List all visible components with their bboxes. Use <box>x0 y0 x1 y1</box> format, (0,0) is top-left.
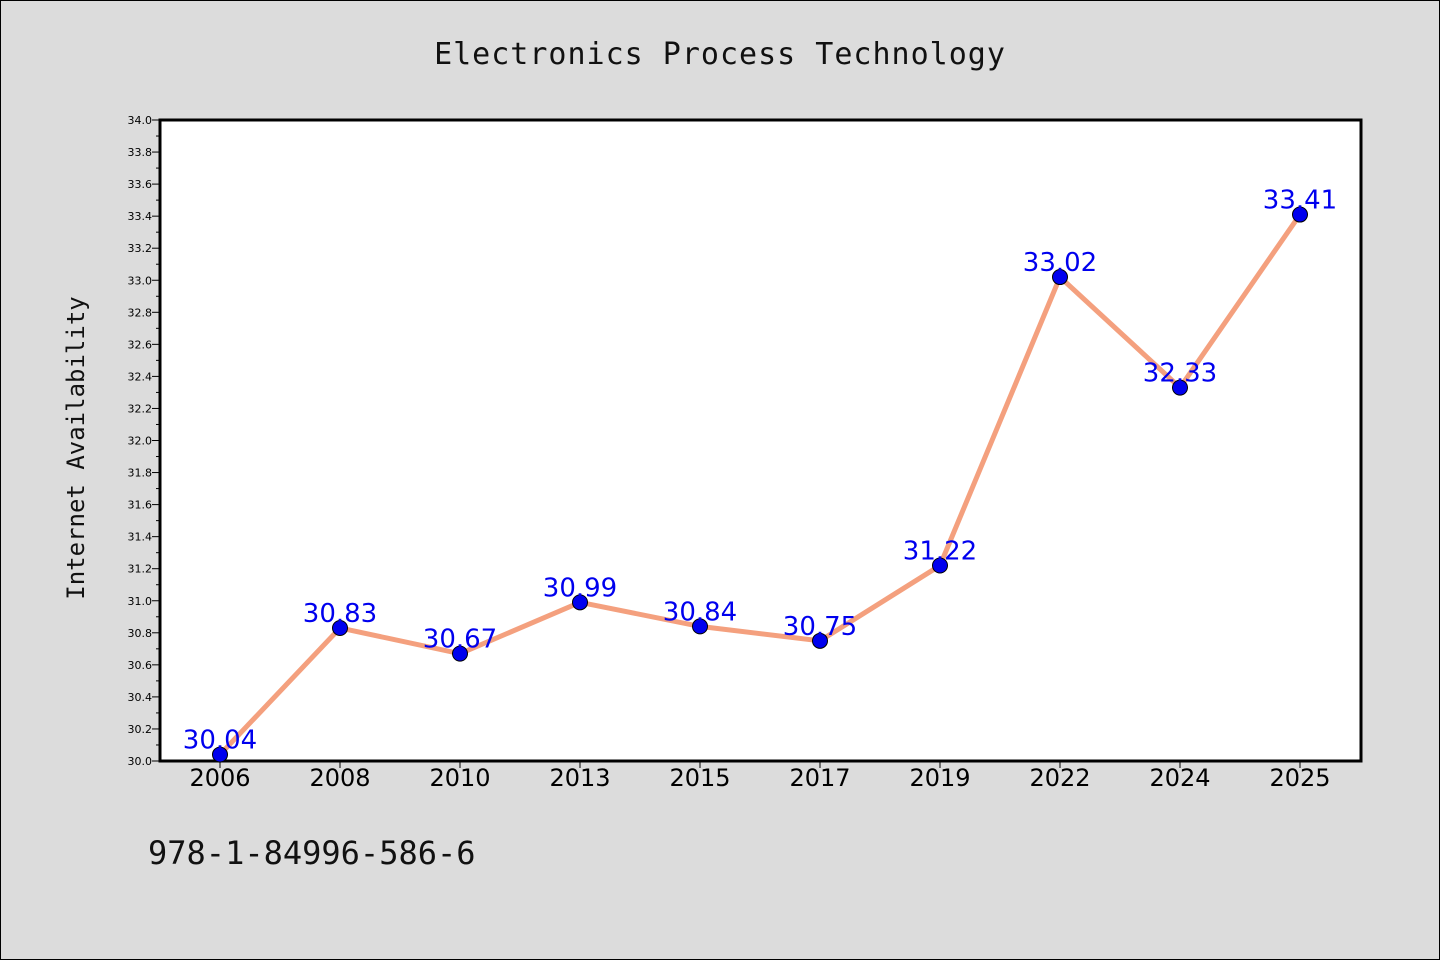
y-tick-label: 33.2 <box>128 242 153 255</box>
x-tick-label: 2015 <box>669 764 730 792</box>
y-axis-ticks: 30.0 30.2 30.4 30.6 30.8 31.0 31.2 31.4 31.6 31.8… <box>128 114 160 768</box>
data-label: 30.84 <box>663 597 737 627</box>
plot-area <box>158 118 1363 763</box>
series-layer: 30.04 30.83 30.67 30.99 30.84 30.75 31.22 33.02… <box>183 186 1337 763</box>
x-tick-label: 2025 <box>1269 764 1330 792</box>
data-label: 30.75 <box>783 612 857 642</box>
chart-title: Electronics Process Technology <box>434 37 1006 72</box>
y-tick-label: 32.0 <box>128 435 153 448</box>
y-tick-label: 31.6 <box>128 499 153 512</box>
x-tick-label: 2017 <box>789 764 850 792</box>
y-tick-label: 30.8 <box>128 627 153 640</box>
x-tick-label: 2006 <box>189 764 250 792</box>
data-point-marker <box>452 645 468 662</box>
data-point-marker <box>1052 269 1068 286</box>
data-label: 30.83 <box>303 599 377 629</box>
x-tick-label: 2008 <box>309 764 370 792</box>
y-tick-label: 30.0 <box>128 755 153 768</box>
data-point-marker <box>572 594 588 611</box>
y-tick-label: 31.2 <box>128 563 153 576</box>
y-tick-label: 33.0 <box>128 274 153 287</box>
data-label: 30.99 <box>543 573 617 603</box>
data-point-marker <box>212 746 228 763</box>
y-tick-label: 32.4 <box>128 370 153 383</box>
y-tick-label: 32.2 <box>128 402 153 415</box>
data-label: 31.22 <box>903 536 977 566</box>
data-label: 32.33 <box>1143 359 1217 389</box>
data-point-marker <box>332 619 348 636</box>
x-tick-label: 2024 <box>1149 764 1210 792</box>
data-label: 33.41 <box>1263 186 1337 216</box>
y-tick-label: 31.0 <box>128 595 153 608</box>
x-axis-ticks: 2006 2008 2010 2013 2015 2017 2019 2022 2024 2025 <box>189 761 1331 792</box>
y-tick-label: 33.6 <box>128 178 153 191</box>
y-tick-label: 30.6 <box>128 659 153 672</box>
data-label: 30.04 <box>183 726 257 756</box>
y-tick-label: 32.6 <box>128 338 153 351</box>
footer-isbn-text: 978-1-84996-586-6 <box>148 834 476 872</box>
x-tick-label: 2019 <box>909 764 970 792</box>
x-tick-label: 2022 <box>1029 764 1090 792</box>
y-tick-label: 30.2 <box>128 723 153 736</box>
series-line <box>218 213 1303 757</box>
x-tick-label: 2010 <box>429 764 490 792</box>
x-tick-label: 2013 <box>549 764 610 792</box>
y-tick-label: 31.4 <box>128 531 153 544</box>
data-point-marker <box>812 632 828 649</box>
data-point-marker <box>1172 379 1188 396</box>
y-tick-label: 34.0 <box>128 114 153 127</box>
y-axis-label: Internet Availability <box>62 296 90 599</box>
y-tick-label: 31.8 <box>128 467 153 480</box>
y-tick-label: 33.4 <box>128 210 153 223</box>
y-tick-label: 33.8 <box>128 146 153 159</box>
y-tick-label: 30.4 <box>128 691 153 704</box>
data-point-marker <box>932 557 948 574</box>
y-tick-label: 32.8 <box>128 306 153 319</box>
data-point-marker <box>692 618 708 635</box>
data-label: 30.67 <box>423 625 497 655</box>
data-point-marker <box>1292 206 1308 223</box>
data-label: 33.02 <box>1023 248 1097 278</box>
